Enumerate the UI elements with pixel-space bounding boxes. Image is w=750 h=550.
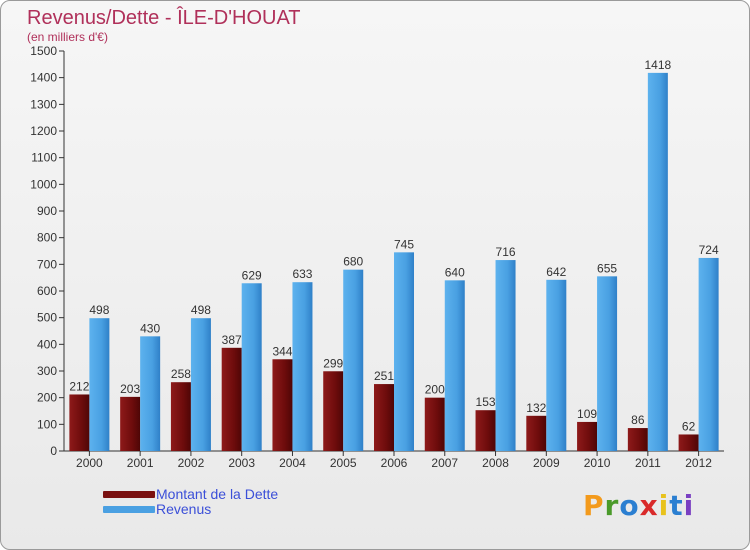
bar-dette [323,371,344,451]
bar-revenus [597,276,618,451]
bar-dette [120,396,141,451]
brand-letter: r [604,489,620,522]
brand-letter: i [683,489,695,522]
data-label-dette: 62 [682,419,696,433]
y-tick-label: 400 [37,337,57,351]
data-label-revenus: 724 [699,243,719,257]
x-tick-label: 2006 [381,456,408,470]
data-label-revenus: 680 [343,255,363,269]
x-tick-label: 2003 [228,456,255,470]
data-label-revenus: 716 [496,245,516,259]
brand-logo: Proxiti [583,489,694,522]
data-label-revenus: 498 [191,303,211,317]
bar-dette [170,382,191,451]
bar-revenus [444,280,465,451]
data-label-dette: 258 [171,367,191,381]
data-label-dette: 200 [425,383,445,397]
data-label-revenus: 640 [445,265,465,279]
data-label-dette: 251 [374,369,394,383]
brand-letter: x [639,489,659,522]
y-tick-label: 800 [37,231,57,245]
brand-letter: o [619,489,640,522]
brand-letter: t [669,489,684,522]
data-label-dette: 153 [476,395,496,409]
chart-title: Revenus/Dette - ÎLE-D'HOUAT [27,7,301,29]
data-label-dette: 387 [222,333,242,347]
data-label-dette: 299 [323,356,343,370]
data-label-dette: 132 [526,401,546,415]
y-tick-label: 700 [37,257,57,271]
data-label-revenus: 633 [292,267,312,281]
x-tick-label: 2009 [533,456,560,470]
y-tick-label: 0 [50,444,57,458]
y-tick-label: 100 [37,417,57,431]
y-tick-label: 1000 [30,177,57,191]
bar-dette [69,394,90,451]
x-tick-label: 2004 [279,456,306,470]
bar-revenus [140,336,161,451]
bar-revenus [546,279,567,451]
data-label-revenus: 642 [546,265,566,279]
brand-letter: P [583,489,605,522]
data-label-revenus: 745 [394,237,414,251]
y-tick-label: 200 [37,391,57,405]
x-tick-label: 2010 [584,456,611,470]
brand-letter: i [658,489,670,522]
legend-label-revenus: Revenus [156,501,212,517]
data-label-dette: 212 [69,379,89,393]
bar-revenus [241,283,262,451]
bar-dette [577,421,598,451]
bar-revenus [190,318,211,451]
data-label-revenus: 430 [140,321,160,335]
bar-revenus [394,252,414,451]
data-label-dette: 203 [120,382,140,396]
y-tick-label: 500 [37,311,57,325]
bar-dette [678,434,699,451]
legend-swatch-revenus [103,506,155,513]
bar-dette [221,347,242,451]
y-tick-label: 1100 [31,151,57,165]
bar-dette [272,359,293,451]
bar-dette [374,384,394,451]
x-tick-label: 2001 [127,456,154,470]
bar-revenus [292,282,313,451]
data-label-dette: 344 [272,344,292,358]
x-tick-label: 2000 [76,456,103,470]
data-label-revenus: 1418 [644,58,671,72]
data-label-revenus: 655 [597,261,617,275]
x-tick-label: 2008 [482,456,509,470]
y-tick-label: 300 [37,364,57,378]
legend-label-dette: Montant de la Dette [156,486,279,502]
bar-dette [424,397,445,451]
x-tick-label: 2002 [178,456,205,470]
x-tick-label: 2012 [685,456,712,470]
data-label-dette: 109 [577,407,597,421]
y-tick-label: 1500 [30,44,57,58]
bar-dette [526,415,547,451]
data-label-dette: 86 [631,413,645,427]
y-tick-label: 1300 [30,97,57,111]
legend-swatch-dette [103,491,155,498]
x-tick-label: 2007 [431,456,458,470]
y-tick-label: 600 [37,284,57,298]
chart-subtitle: (en milliers d'€) [27,30,108,44]
data-label-revenus: 629 [242,268,262,282]
x-tick-label: 2011 [635,456,661,470]
bar-dette [475,410,496,451]
bar-revenus [698,257,719,451]
bar-revenus [89,318,110,451]
bar-revenus [495,260,516,451]
y-tick-label: 1200 [30,124,57,138]
bar-dette [627,428,648,451]
x-tick-label: 2005 [330,456,357,470]
bar-revenus [343,269,364,451]
data-label-revenus: 498 [89,303,109,317]
bar-revenus [647,72,668,451]
y-tick-label: 1400 [30,71,57,85]
y-tick-label: 900 [37,204,57,218]
